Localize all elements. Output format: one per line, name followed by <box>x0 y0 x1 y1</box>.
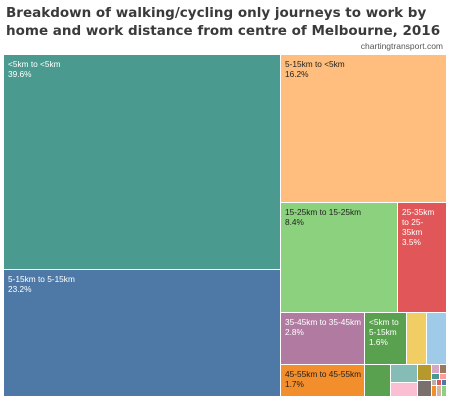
treemap-tile <box>437 380 442 386</box>
treemap-tile: 25-35km to 25-35km 3.5% <box>398 203 447 313</box>
tile-category: <5km to 5-15km <box>369 317 399 337</box>
treemap-tile <box>437 386 442 397</box>
tile-label: 15-25km to 15-25km 8.4% <box>285 207 361 227</box>
tile-category: 25-35km to 25-35km <box>402 207 435 237</box>
treemap-tile: 35-45km to 35-45km 2.8% <box>281 313 365 365</box>
tile-value: 3.5% <box>402 237 421 247</box>
treemap-tile: 15-25km to 15-25km 8.4% <box>281 203 398 313</box>
treemap-tile <box>432 380 437 386</box>
tile-category: 5-15km to <5km <box>285 59 345 69</box>
treemap-tile <box>418 381 432 397</box>
tile-label: 5-15km to <5km 16.2% <box>285 59 345 79</box>
treemap-tile <box>440 374 447 380</box>
treemap-tile: <5km to <5km 39.6% <box>4 55 281 270</box>
tile-category: 5-15km to 5-15km <box>8 274 75 284</box>
treemap-tile <box>432 374 440 380</box>
source-credit: chartingtransport.com <box>360 41 443 51</box>
chart-title: Breakdown of walking/cycling only journe… <box>6 5 441 39</box>
treemap-tile <box>432 386 437 397</box>
tile-label: <5km to 5-15km 1.6% <box>369 317 406 347</box>
tile-value: 8.4% <box>285 217 304 227</box>
tile-label: 25-35km to 25-35km 3.5% <box>402 207 440 247</box>
tile-value: 16.2% <box>285 69 309 79</box>
treemap-plot-area: <5km to <5km 39.6% 5-15km to 5-15km 23.2% 5-… <box>4 55 447 397</box>
treemap-tile <box>407 313 427 365</box>
treemap-tile <box>440 365 447 374</box>
treemap-tile <box>418 365 432 381</box>
tile-value: 1.7% <box>285 379 304 389</box>
treemap-tile: 45-55km to 45-55km 1.7% <box>281 365 365 397</box>
tile-value: 2.8% <box>285 327 304 337</box>
tile-value: 23.2% <box>8 284 32 294</box>
treemap-tile <box>442 380 447 386</box>
tile-category: <5km to <5km <box>8 59 61 69</box>
tile-label: 45-55km to 45-55km 1.7% <box>285 369 361 389</box>
tile-label: 35-45km to 35-45km 2.8% <box>285 317 361 337</box>
treemap-tile: 5-15km to 5-15km 23.2% <box>4 270 281 397</box>
tile-category: 15-25km to 15-25km <box>285 207 362 217</box>
tile-category: 45-55km to 45-55km <box>285 369 362 379</box>
tile-label: <5km to <5km 39.6% <box>8 59 61 79</box>
treemap-tile <box>432 365 440 374</box>
treemap-tile <box>427 313 447 365</box>
tile-value: 39.6% <box>8 69 32 79</box>
treemap-tile <box>442 386 447 397</box>
treemap-tile: <5km to 5-15km 1.6% <box>365 313 407 365</box>
tile-category: 35-45km to 35-45km <box>285 317 362 327</box>
tile-value: 1.6% <box>369 337 388 347</box>
treemap-tile <box>365 365 391 397</box>
tile-label: 5-15km to 5-15km 23.2% <box>8 274 75 294</box>
treemap-tile <box>391 365 418 383</box>
treemap-tile: 5-15km to <5km 16.2% <box>281 55 447 203</box>
treemap-tile <box>391 383 418 397</box>
